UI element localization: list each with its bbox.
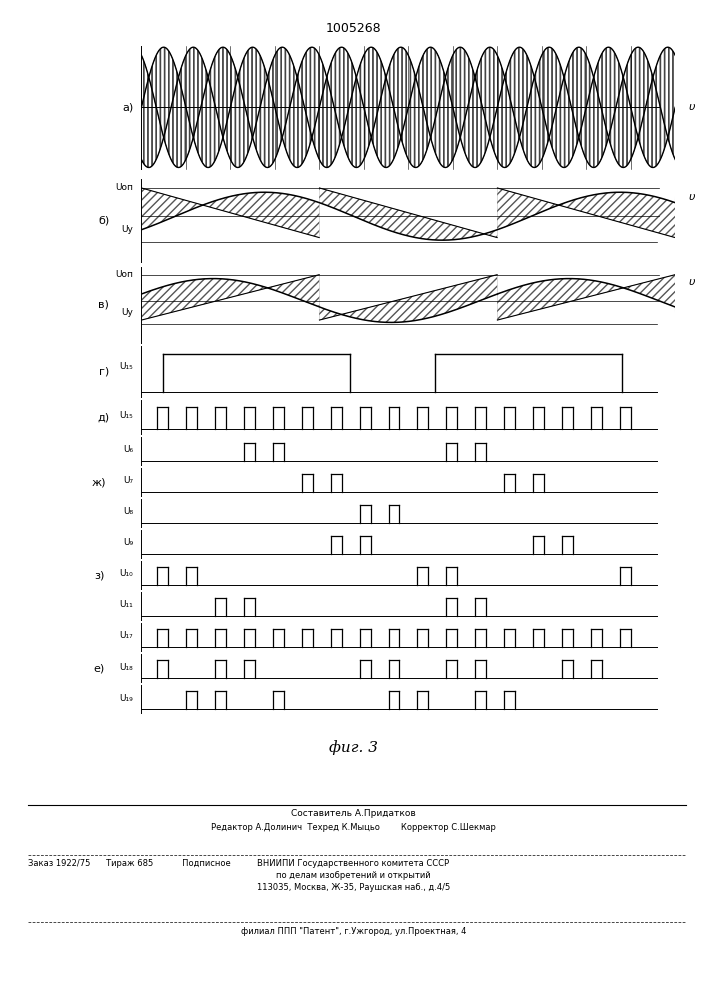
Text: U₆: U₆	[123, 445, 134, 454]
Text: фиг. 3: фиг. 3	[329, 740, 378, 755]
Text: Uу: Uу	[122, 225, 134, 234]
Text: а): а)	[122, 102, 134, 112]
Text: г): г)	[99, 367, 110, 377]
Text: U₉: U₉	[123, 538, 134, 547]
Text: U₁₉: U₁₉	[119, 694, 134, 703]
Text: ВНИИПИ Государственного комитета СССР: ВНИИПИ Государственного комитета СССР	[257, 859, 450, 868]
Text: Редактор А.Долинич  Техред К.Мыцьо        Корректор С.Шекмар: Редактор А.Долинич Техред К.Мыцьо Коррек…	[211, 823, 496, 832]
Text: д): д)	[98, 413, 110, 423]
Text: Uоп: Uоп	[115, 270, 134, 279]
Text: б): б)	[98, 215, 110, 225]
Text: Uоп: Uоп	[115, 183, 134, 192]
Text: 113035, Москва, Ж-35, Раушская наб., д.4/5: 113035, Москва, Ж-35, Раушская наб., д.4…	[257, 883, 450, 892]
Text: U₁₈: U₁₈	[119, 663, 134, 672]
Text: U₁₅: U₁₅	[119, 362, 134, 371]
Text: по делам изобретений и открытий: по делам изобретений и открытий	[276, 871, 431, 880]
Text: Составитель А.Придатков: Составитель А.Придатков	[291, 809, 416, 818]
Text: U₁₅: U₁₅	[119, 411, 134, 420]
Text: υ: υ	[689, 102, 695, 112]
Text: е): е)	[93, 663, 105, 673]
Text: υ: υ	[689, 277, 695, 287]
Text: U₈: U₈	[123, 507, 134, 516]
Text: υ: υ	[689, 192, 695, 202]
Text: U₁₇: U₁₇	[119, 631, 134, 640]
Text: 1005268: 1005268	[326, 22, 381, 35]
Text: филиал ППП "Патент", г.Ужгород, ул.Проектная, 4: филиал ППП "Патент", г.Ужгород, ул.Проек…	[241, 927, 466, 936]
Text: U₇: U₇	[123, 476, 134, 485]
Text: з): з)	[94, 570, 104, 580]
Text: Заказ 1922/75      Тираж 685           Подписное: Заказ 1922/75 Тираж 685 Подписное	[28, 859, 231, 868]
Text: U₁₀: U₁₀	[119, 569, 134, 578]
Text: U₁₁: U₁₁	[119, 600, 134, 609]
Text: Uу: Uу	[122, 308, 134, 317]
Text: в): в)	[98, 299, 110, 309]
Text: ж): ж)	[92, 477, 106, 487]
